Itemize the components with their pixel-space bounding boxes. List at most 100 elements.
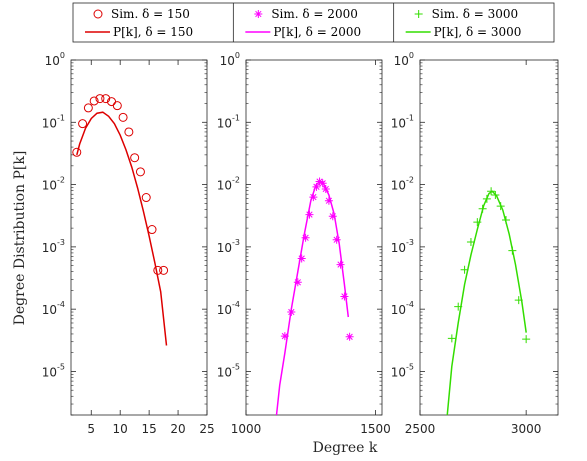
sim-marker (522, 335, 531, 344)
y-tick-label: 10-5 (391, 362, 414, 379)
sim-marker (305, 210, 314, 219)
sim-marker (340, 292, 349, 301)
y-tick-exponent: -4 (57, 300, 65, 309)
sim-marker (293, 278, 302, 287)
y-tick-base: 10 (42, 303, 57, 317)
sim-marker (135, 167, 145, 177)
y-tick-base: 10 (42, 241, 57, 255)
y-tick-exponent: -1 (57, 113, 65, 122)
y-axis-label: Degree Distribution P[k] (12, 151, 28, 326)
axes-box (245, 59, 383, 416)
sim-marker (496, 202, 505, 211)
sim-marker (287, 308, 296, 317)
sim-marker (315, 177, 324, 186)
y-tick-label: 10-4 (217, 300, 240, 317)
y-tick-base: 10 (217, 179, 232, 193)
series-group (72, 94, 169, 346)
sim-marker (328, 212, 337, 221)
legend-label-sim: Sim. δ = 150 (111, 7, 190, 21)
sim-marker (72, 147, 82, 157)
sim-marker (501, 216, 510, 225)
y-tick-label: 10-3 (217, 238, 240, 255)
y-tick-base: 10 (391, 179, 406, 193)
sim-marker (280, 332, 289, 341)
x-tick-label: 10 (113, 422, 128, 436)
y-tick-exponent: -3 (232, 238, 240, 247)
sim-marker (491, 191, 500, 200)
sim-marker (159, 265, 169, 275)
y-tick-exponent: -1 (232, 113, 240, 122)
y-tick-base: 10 (391, 241, 406, 255)
y-tick-label: 10-2 (217, 176, 240, 193)
y-tick-exponent: -5 (232, 362, 240, 371)
sim-marker (101, 94, 111, 104)
sim-marker (345, 332, 354, 341)
sim-marker (414, 10, 423, 18)
y-tick-base: 10 (42, 116, 57, 130)
y-tick-label: 10-5 (42, 362, 65, 379)
y-tick-label: 10-3 (391, 238, 414, 255)
y-tick-exponent: 0 (60, 51, 65, 60)
series-group (446, 187, 531, 415)
x-tick-label: 3000 (511, 422, 542, 436)
sim-marker (297, 254, 306, 263)
y-tick-label: 100 (45, 51, 65, 68)
sim-marker (514, 296, 523, 305)
y-tick-base: 10 (45, 54, 60, 68)
x-tick-label: 20 (170, 422, 185, 436)
y-tick-exponent: -4 (406, 300, 414, 309)
y-tick-base: 10 (42, 179, 57, 193)
sim-marker (447, 334, 456, 343)
y-tick-label: 10-1 (391, 113, 414, 130)
sim-marker (478, 204, 487, 213)
sim-marker (336, 260, 345, 269)
legend-entry-3: Sim. δ = 3000 P[k], δ = 3000 (405, 7, 521, 39)
legend: Sim. δ = 150 P[k], δ = 150 Sim. δ = 2000 P[… (72, 2, 555, 43)
y-tick-base: 10 (217, 303, 232, 317)
sim-marker (332, 235, 341, 244)
axes-box (419, 59, 559, 416)
y-tick-base: 10 (391, 116, 406, 130)
y-tick-base: 10 (391, 365, 406, 379)
sim-marker (95, 94, 105, 104)
y-tick-base: 10 (220, 54, 235, 68)
legend-label-theory: P[k], δ = 2000 (273, 25, 361, 39)
sim-marker (93, 9, 103, 19)
axes-box (70, 59, 208, 416)
x-tick-label: 1500 (360, 422, 391, 436)
sim-marker (153, 265, 163, 275)
sim-marker (318, 179, 327, 188)
sim-marker (130, 153, 140, 163)
x-tick-label: 15 (141, 422, 156, 436)
y-tick-label: 10-4 (391, 300, 414, 317)
x-tick-label: 25 (199, 422, 214, 436)
y-tick-exponent: -3 (406, 238, 414, 247)
legend-label-sim: Sim. δ = 3000 (432, 7, 519, 21)
sim-marker (141, 193, 151, 203)
sim-marker (466, 237, 475, 246)
sim-marker (321, 184, 330, 193)
y-tick-exponent: -2 (406, 176, 414, 185)
y-tick-label: 10-2 (391, 176, 414, 193)
sim-marker (473, 218, 482, 227)
y-tick-exponent: -1 (406, 113, 414, 122)
y-tick-base: 10 (217, 365, 232, 379)
sim-marker (482, 194, 491, 203)
y-tick-label: 10-2 (42, 176, 65, 193)
y-tick-base: 10 (217, 241, 232, 255)
sim-marker (309, 193, 318, 202)
theory-curve (76, 111, 168, 346)
y-tick-label: 100 (394, 51, 414, 68)
y-tick-label: 10-5 (217, 362, 240, 379)
series-group (275, 177, 354, 415)
y-tick-label: 10-1 (42, 113, 65, 130)
sim-marker (78, 119, 88, 129)
theory-curve (446, 190, 527, 415)
sim-marker (312, 182, 321, 191)
y-tick-exponent: -5 (406, 362, 414, 371)
sim-marker (147, 225, 157, 235)
x-tick-label: 5 (87, 422, 95, 436)
